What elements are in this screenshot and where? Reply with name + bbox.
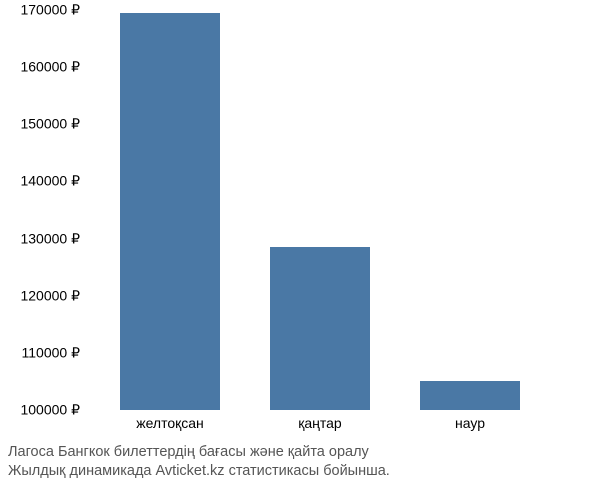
x-axis-labels: желтоқсан қаңтар наур [90,415,570,431]
x-tick-label: қаңтар [270,415,370,431]
y-tick-label: 120000 ₽ [20,287,80,304]
bars-group [90,10,570,410]
bar [120,13,220,410]
chart-container: 100000 ₽ 110000 ₽ 120000 ₽ 130000 ₽ 140000 ₽… [0,0,600,500]
x-tick-label: наур [420,415,520,431]
y-axis: 100000 ₽110000 ₽120000 ₽130000 ₽140000 ₽… [0,10,85,410]
y-tick-label: 140000 ₽ [20,173,80,190]
plot-area [90,10,570,410]
chart-caption: Лагоса Бангкок билеттердің бағасы және қ… [8,443,390,482]
y-tick-label: 170000 ₽ [20,2,80,19]
y-tick-label: 160000 ₽ [20,59,80,76]
y-tick-label: 110000 ₽ [22,344,80,361]
bar [270,247,370,410]
x-tick-label: желтоқсан [120,415,220,431]
y-tick-label: 150000 ₽ [20,116,80,133]
caption-line-1: Лагоса Бангкок билеттердің бағасы және қ… [8,443,390,463]
y-tick-label: 100000 ₽ [20,402,80,419]
caption-line-2: Жылдық динамикада Avticket.kz статистика… [8,462,390,482]
bar [420,381,520,410]
y-tick-label: 130000 ₽ [20,230,80,247]
